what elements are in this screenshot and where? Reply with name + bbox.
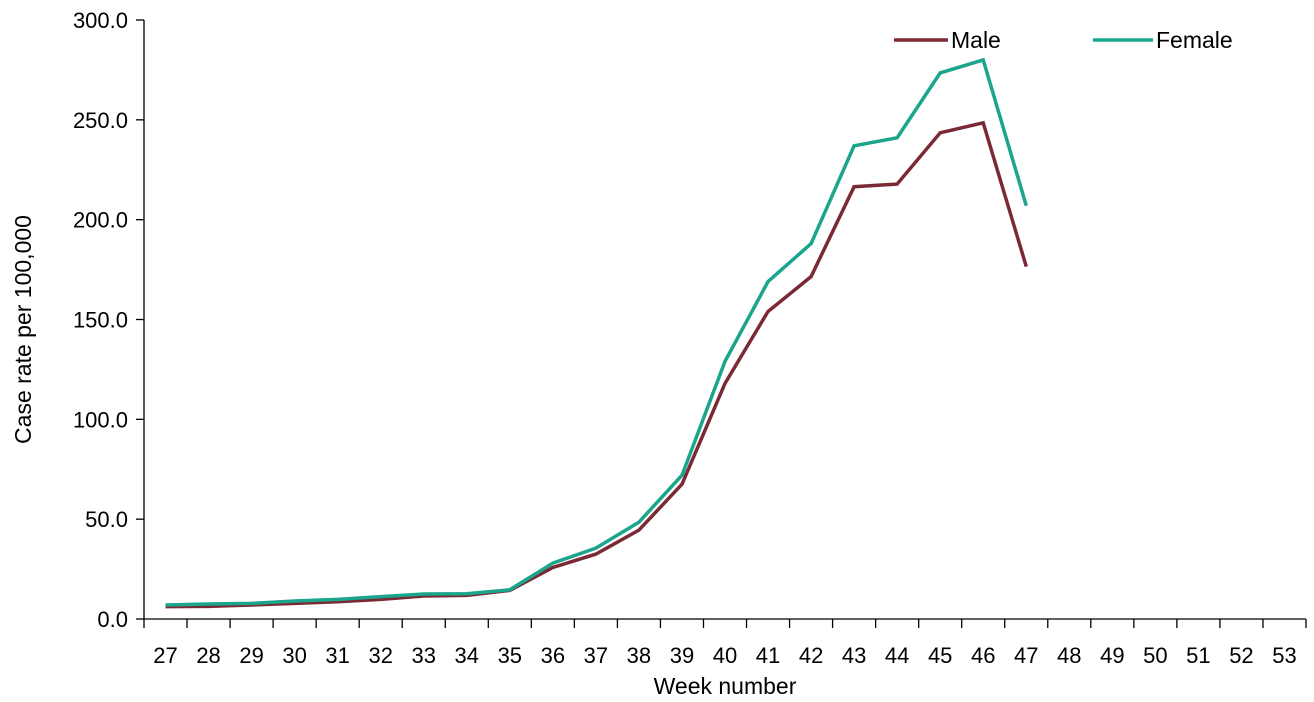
- x-tick-label: 35: [498, 643, 522, 668]
- x-tick-label: 49: [1100, 643, 1124, 668]
- x-tick-label: 31: [325, 643, 349, 668]
- x-tick-label: 33: [411, 643, 435, 668]
- x-tick-label: 34: [455, 643, 479, 668]
- x-tick-label: 39: [670, 643, 694, 668]
- x-tick-label: 32: [368, 643, 392, 668]
- x-tick-label: 50: [1143, 643, 1167, 668]
- series-layer: [165, 57, 1028, 609]
- x-axis: 27 28 29 30 31 32 33 34 35 36 37 38 39 40 41 42 43 44 45 46…: [143, 618, 1307, 668]
- x-tick-label: 47: [1014, 643, 1038, 668]
- x-tick-label: 51: [1186, 643, 1210, 668]
- y-tick-label: 300.0: [73, 8, 128, 33]
- y-tick-label: 0.0: [97, 607, 128, 632]
- x-tick-label: 48: [1057, 643, 1081, 668]
- legend: Male Female: [894, 27, 1233, 53]
- x-tick-label: 53: [1272, 643, 1296, 668]
- x-tick-label: 27: [153, 643, 177, 668]
- y-axis: 0.0 50.0 100.0 150.0 200.0 250.0 300.0: [73, 8, 145, 632]
- y-tick-label: 50.0: [85, 507, 128, 532]
- legend-label: Male: [951, 27, 1001, 53]
- x-tick-label: 46: [971, 643, 995, 668]
- x-tick-label: 42: [799, 643, 823, 668]
- series-line-male: [165, 120, 1028, 609]
- x-tick-label: 38: [627, 643, 651, 668]
- legend-item-female: Female: [1093, 27, 1233, 53]
- x-tick-label: 52: [1229, 643, 1253, 668]
- legend-label: Female: [1156, 27, 1233, 53]
- x-tick-label: 43: [842, 643, 866, 668]
- series-line-female: [165, 57, 1028, 607]
- x-tick-label: 28: [196, 643, 220, 668]
- x-axis-title: Week number: [654, 673, 797, 699]
- x-tick-label: 41: [756, 643, 780, 668]
- x-tick-label: 45: [928, 643, 952, 668]
- y-tick-label: 150.0: [73, 308, 128, 333]
- x-tick-label: 29: [239, 643, 263, 668]
- x-tick-label: 36: [541, 643, 565, 668]
- x-tick-label: 44: [885, 643, 909, 668]
- x-tick-label: 30: [282, 643, 306, 668]
- x-tick-label: 40: [713, 643, 737, 668]
- x-tick-label: 37: [584, 643, 608, 668]
- y-axis-title: Case rate per 100,000: [10, 215, 36, 444]
- legend-item-male: Male: [894, 27, 1001, 53]
- y-tick-label: 100.0: [73, 407, 128, 432]
- y-tick-label: 250.0: [73, 108, 128, 133]
- y-tick-label: 200.0: [73, 208, 128, 233]
